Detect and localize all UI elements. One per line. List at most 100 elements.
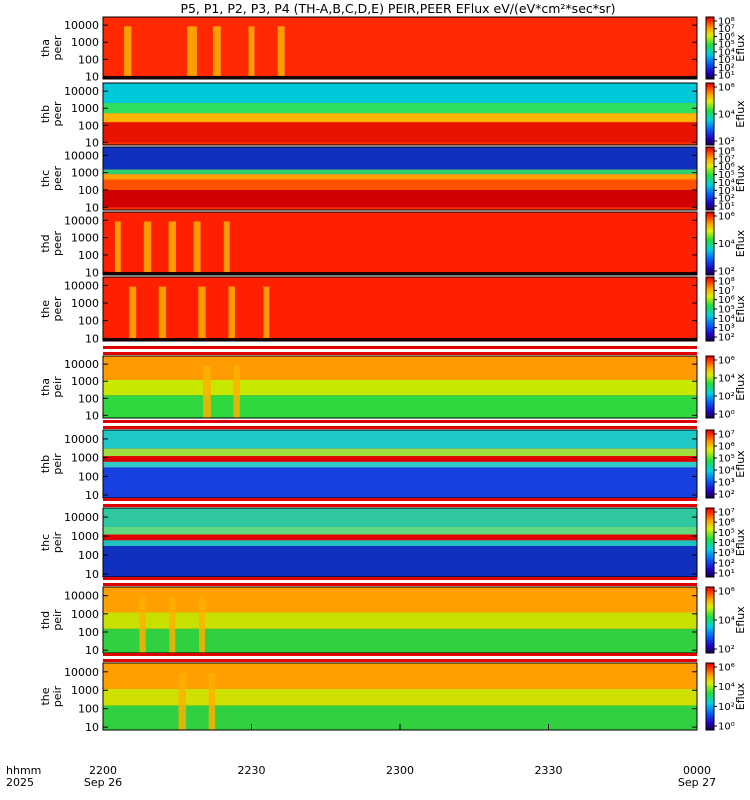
colorbar-tick-label: 10⁴	[718, 314, 735, 325]
x-tick-date: Sep 27	[678, 776, 716, 789]
colorbar-label: Eflux	[734, 100, 747, 128]
x-tick-label: 0000	[683, 764, 711, 777]
colorbar-label: Eflux	[734, 528, 747, 556]
panel-probe-label: the	[39, 687, 52, 705]
chart-title: P5, P1, P2, P3, P4 (TH-A,B,C,D,E) PEIR,P…	[180, 1, 615, 16]
energy-band	[103, 277, 697, 339]
intensity-dip	[228, 286, 235, 341]
colorbar-tick-label: 10⁵	[718, 528, 735, 539]
panel-probe-label: thb	[39, 455, 52, 473]
energy-band	[103, 430, 697, 449]
colorbar-label: Eflux	[734, 34, 747, 62]
y-tick-label: 100	[78, 392, 99, 405]
y-tick-label: 10	[85, 136, 99, 149]
panel-species-label: peir	[51, 685, 64, 707]
colorbar-tick-label: 10⁴	[718, 466, 735, 477]
panel-the-peer: 10 100 1000 10000 the peer 10²10³10⁴10⁵10⁶10⁷1…	[39, 276, 747, 345]
energy-band	[103, 448, 697, 457]
y-tick-label: 10	[85, 644, 99, 657]
colorbar-tick-label: 10⁷	[718, 24, 735, 35]
energy-band	[103, 508, 697, 527]
panel-tha-peir: 10 100 1000 10000 tha peir 10⁰ 10² 10⁴ 10⁶ Eflux	[39, 346, 747, 422]
y-tick-label: 1000	[71, 684, 99, 697]
energy-band	[103, 169, 697, 175]
y-tick-label: 1000	[71, 167, 99, 180]
panel-frame	[102, 355, 698, 419]
separator-stripe	[103, 659, 697, 662]
colorbar-tick-label: 10⁶	[718, 356, 735, 367]
intensity-dip	[198, 286, 206, 341]
x-tick-date: Sep 26	[84, 776, 122, 789]
colorbar-tick-label: 10⁴	[718, 239, 735, 250]
energy-band	[103, 113, 697, 123]
panel-thc-peir: 10 100 1000 10000 thc peir 10¹10²10³10⁴10⁵10⁶1…	[39, 498, 747, 581]
colorbar-tick-label: 10³	[718, 186, 735, 197]
x-axis-row2-label: 2025	[6, 776, 34, 789]
panel-species-label: peir	[51, 609, 64, 631]
y-tick-label: 1000	[71, 530, 99, 543]
energy-band	[103, 612, 697, 629]
colorbar-tick-label: 10⁶	[718, 442, 735, 453]
panel-frame	[102, 211, 698, 276]
panel-probe-label: tha	[39, 378, 52, 396]
colorbar-tick-label: 10⁷	[718, 154, 735, 165]
y-tick-label: 1000	[71, 102, 99, 115]
energy-band	[103, 147, 697, 170]
colorbar-label: Eflux	[734, 295, 747, 323]
energy-band	[103, 103, 697, 114]
colorbar-label: Eflux	[734, 164, 747, 192]
y-tick-label: 10	[85, 721, 99, 734]
colorbar-tick-label: 10²	[718, 63, 735, 74]
separator-stripe	[103, 352, 697, 355]
intensity-dip	[114, 221, 121, 275]
separator-stripe	[103, 653, 697, 656]
colorbar-tick-label: 10⁸	[718, 17, 735, 28]
intensity-dip	[199, 596, 205, 653]
energy-band	[103, 17, 697, 77]
energy-band	[103, 122, 697, 143]
colorbar-tick-label: 10⁶	[718, 32, 735, 43]
colorbar-label: Eflux	[734, 373, 747, 401]
energy-band	[103, 456, 697, 462]
y-tick-label: 1000	[71, 452, 99, 465]
y-tick-label: 10	[85, 266, 99, 279]
panel-edge-strip	[103, 272, 697, 275]
y-tick-label: 100	[78, 315, 99, 328]
separator-stripe	[103, 426, 697, 429]
energy-band	[103, 179, 697, 190]
colorbar-tick-label: 10⁶	[718, 162, 735, 173]
energy-band	[103, 395, 697, 418]
panel-frame	[102, 146, 698, 211]
panel-probe-label: thd	[39, 611, 52, 629]
panel-frame	[102, 16, 698, 80]
intensity-dip	[263, 286, 270, 341]
panel-edge-strip	[103, 76, 697, 79]
energy-band	[103, 545, 697, 577]
colorbar-tick-label: 10¹	[718, 71, 735, 82]
intensity-dip	[169, 596, 176, 653]
panel-probe-label: tha	[39, 39, 52, 57]
intensity-dip	[202, 365, 211, 418]
colorbar-label: Eflux	[734, 682, 747, 710]
panel-thd-peer: 10 100 1000 10000 thd peer 10² 10⁴ 10⁶ Eflux	[39, 211, 747, 279]
colorbar-tick-label: 10²	[718, 490, 735, 501]
colorbar	[705, 16, 715, 80]
separator-stripe	[103, 504, 697, 507]
colorbar-tick-label: 10⁴	[718, 538, 735, 549]
panel-species-label: peir	[51, 376, 64, 398]
x-tick-label: 2200	[89, 764, 117, 777]
y-tick-label: 100	[78, 626, 99, 639]
x-axis-row1-label: hhmm	[6, 764, 41, 777]
colorbar-tick-label: 10⁶	[718, 212, 735, 223]
colorbar-tick-label: 10⁰	[718, 410, 735, 421]
colorbar-tick-label: 10⁵	[718, 40, 735, 51]
y-tick-label: 10000	[64, 214, 99, 227]
colorbar-tick-label: 10³	[718, 55, 735, 66]
colorbar-tick-label: 10⁷	[718, 430, 735, 441]
energy-band	[103, 526, 697, 535]
